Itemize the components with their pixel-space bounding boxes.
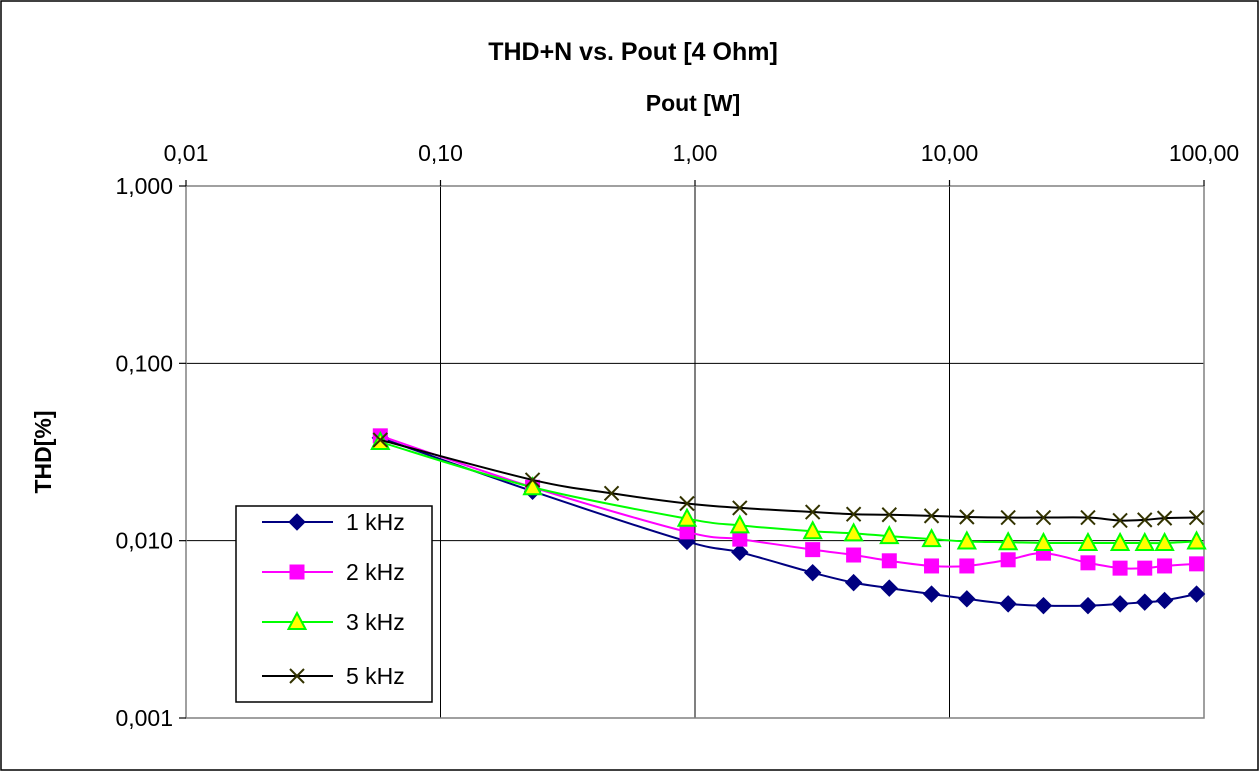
data-point-3-khz — [1033, 531, 1054, 552]
data-point-1-khz — [731, 543, 749, 561]
legend-marker-1-khz — [288, 513, 306, 531]
data-point-2-khz — [679, 524, 695, 540]
data-point-2-khz — [881, 553, 897, 569]
data-point-3-khz — [1154, 531, 1175, 552]
data-point-2-khz — [1000, 552, 1016, 568]
x-axis-title: Pout [W] — [646, 90, 741, 116]
y-tick-label: 0,010 — [115, 528, 173, 554]
data-point-1-khz — [803, 563, 822, 582]
data-point-3-khz — [921, 528, 942, 548]
data-point-3-khz — [802, 520, 823, 540]
chart-title: THD+N vs. Pout [4 Ohm] — [488, 38, 778, 66]
axes: 0,01 0,10 1,00 10,00 100,00 1,000 0,100 0,010 0,… — [115, 140, 1239, 731]
legend-marker-5-khz — [289, 668, 305, 684]
y-axis-title: THD[%] — [30, 410, 56, 493]
x-tick-label: 1,00 — [673, 140, 718, 166]
data-point-2-khz — [846, 547, 862, 563]
data-point-3-khz — [956, 530, 978, 550]
series-layer — [370, 428, 1207, 615]
data-point-3-khz — [1186, 530, 1207, 550]
data-point-5-khz — [524, 472, 541, 488]
data-point-5-khz — [732, 500, 748, 516]
data-point-3-khz — [879, 525, 900, 545]
data-point-1-khz — [1079, 596, 1097, 615]
data-point-2-khz — [805, 542, 821, 558]
data-point-5-khz — [1137, 512, 1153, 528]
data-point-2-khz — [924, 558, 940, 574]
data-point-5-khz — [1035, 509, 1052, 526]
legend: 1 kHz 2 kHz 3 kHz 5 kHz — [235, 505, 433, 703]
data-point-5-khz — [1000, 509, 1016, 526]
y-tick-label: 0,100 — [115, 350, 173, 376]
data-point-5-khz — [804, 504, 821, 520]
series-line-5-khz — [380, 438, 1197, 522]
data-point-2-khz — [959, 558, 975, 574]
data-point-2-khz — [1137, 560, 1153, 576]
data-point-1-khz — [1155, 591, 1174, 610]
data-point-5-khz — [923, 508, 940, 524]
data-point-2-khz — [732, 531, 748, 547]
data-point-5-khz — [603, 485, 620, 501]
data-point-3-khz — [1077, 531, 1099, 552]
data-point-1-khz — [922, 585, 941, 603]
legend-label-1-khz: 1 kHz — [346, 509, 405, 535]
data-point-3-khz — [522, 476, 543, 496]
data-point-2-khz — [1080, 555, 1096, 571]
legend-marker-3-khz — [286, 610, 308, 630]
legend-label-3-khz: 3 kHz — [346, 609, 405, 635]
data-point-2-khz — [1112, 560, 1128, 576]
data-point-5-khz — [845, 506, 862, 522]
data-point-5-khz — [959, 509, 975, 525]
data-point-5-khz — [1112, 512, 1128, 529]
data-point-2-khz — [1157, 558, 1173, 574]
x-tick-label: 0,01 — [164, 140, 209, 166]
data-point-1-khz — [1187, 585, 1206, 603]
y-tick-label: 0,001 — [115, 705, 173, 731]
data-point-5-khz — [1156, 510, 1173, 526]
series-5-khz — [372, 432, 1205, 529]
legend-box — [235, 505, 433, 703]
data-point-3-khz — [1134, 531, 1155, 552]
data-point-3-khz — [1109, 531, 1131, 552]
x-tick-label: 0,10 — [418, 140, 463, 166]
y-tick-label: 1,000 — [115, 173, 173, 199]
legend-label-2-khz: 2 kHz — [346, 559, 405, 585]
data-point-3-khz — [729, 514, 750, 534]
data-point-1-khz — [1034, 596, 1053, 615]
data-point-3-khz — [843, 522, 864, 542]
data-point-2-khz — [1189, 556, 1205, 572]
data-point-5-khz — [1188, 509, 1205, 526]
data-point-3-khz — [997, 531, 1019, 551]
data-point-1-khz — [1111, 595, 1129, 613]
data-point-5-khz — [881, 507, 897, 523]
x-tick-label: 10,00 — [921, 140, 979, 166]
data-point-1-khz — [999, 595, 1017, 613]
data-point-5-khz — [679, 495, 695, 512]
data-point-1-khz — [958, 590, 976, 608]
x-tick-label: 100,00 — [1169, 140, 1239, 166]
data-point-3-khz — [676, 507, 698, 527]
data-point-1-khz — [1136, 593, 1154, 611]
legend-marker-2-khz — [289, 564, 305, 580]
data-point-5-khz — [1080, 509, 1096, 526]
data-point-5-khz — [372, 432, 388, 448]
data-point-1-khz — [844, 573, 863, 592]
data-point-1-khz — [880, 579, 898, 597]
legend-label-5-khz: 5 kHz — [346, 663, 405, 689]
